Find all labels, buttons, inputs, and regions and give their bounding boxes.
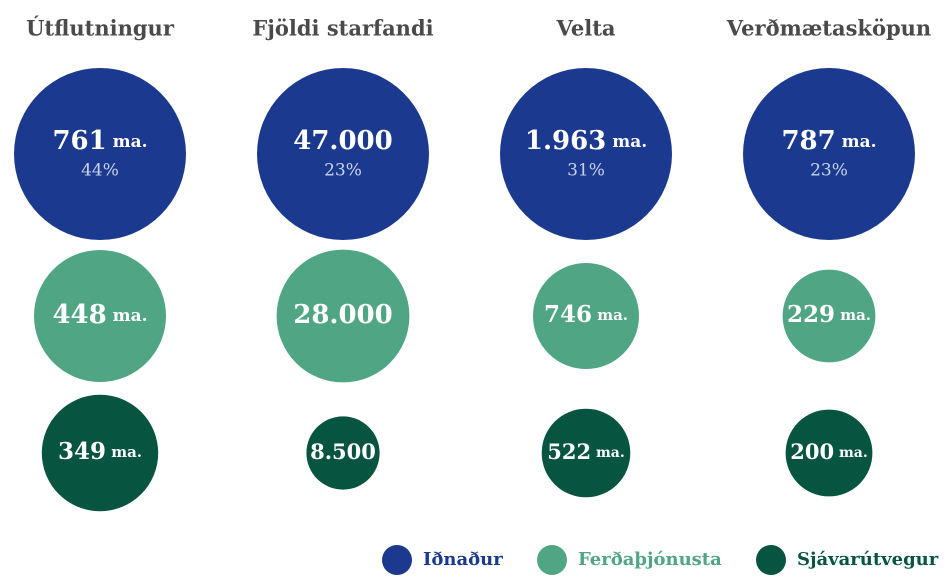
bubble-label-sjavarutvegur-verdmaetaskopun: 200 ma. — [790, 439, 867, 464]
bubble-label-sjavarutvegur-fjoldi-starfandi: 8.500 — [310, 439, 376, 464]
column-title-velta: Velta — [555, 16, 615, 41]
bubble-label-sjavarutvegur-utflutningur: 349 ma. — [58, 438, 142, 465]
bubble-idnadur-velta — [500, 68, 672, 240]
legend-label-idnadur: Iðnaður — [423, 549, 503, 570]
bubble-sjavarutvegur-velta — [541, 408, 631, 498]
bubble-sjavarutvegur-utflutningur — [41, 394, 159, 512]
legend-marker-idnadur — [382, 545, 412, 575]
bubble-idnadur-verdmaetaskopun — [743, 68, 915, 240]
legend-label-sjavarutvegur: Sjávarútvegur — [797, 549, 939, 570]
bubble-label-ferdathjonusta-velta: 746 ma. — [544, 301, 628, 328]
bubble-ferdathjonusta-utflutningur — [34, 250, 166, 382]
legend-marker-ferdathjonusta — [537, 545, 567, 575]
legend: Iðnaður Ferðaþjónusta Sjávarútvegur — [382, 545, 939, 575]
column-title-utflutningur: Útflutningur — [26, 16, 175, 41]
bubble-label-idnadur-utflutningur: 761 ma. — [52, 126, 147, 156]
bubbles: 761 ma. 44% 448 ma. 349 ma. 47.000 23% 28.000 8… — [14, 68, 915, 512]
bubble-sjavarutvegur-fjoldi-starfandi — [306, 416, 380, 490]
bubble-label-ferdathjonusta-verdmaetaskopun: 229 ma. — [787, 301, 871, 328]
bubble-label-idnadur-fjoldi-starfandi: 47.000 — [293, 126, 393, 156]
bubble-label-ferdathjonusta-utflutningur: 448 ma. — [52, 300, 147, 330]
bubble-share-idnadur-utflutningur: 44% — [81, 161, 119, 181]
bubble-share-idnadur-fjoldi-starfandi: 23% — [324, 161, 362, 181]
bubble-idnadur-utflutningur — [14, 68, 186, 240]
bubble-sjavarutvegur-verdmaetaskopun — [785, 409, 873, 497]
bubble-label-idnadur-velta: 1.963 ma. — [525, 126, 647, 156]
legend-label-ferdathjonusta: Ferðaþjónusta — [578, 549, 722, 570]
bubble-share-idnadur-verdmaetaskopun: 23% — [810, 161, 848, 181]
bubble-ferdathjonusta-fjoldi-starfandi — [276, 249, 410, 383]
column-titles: Útflutningur Fjöldi starfandi Velta Verðmæt… — [26, 16, 931, 41]
legend-marker-sjavarutvegur — [756, 545, 786, 575]
bubble-label-idnadur-verdmaetaskopun: 787 ma. — [781, 126, 876, 156]
bubble-ferdathjonusta-verdmaetaskopun — [782, 269, 876, 363]
column-title-verdmaetaskopun: Verðmætasköpun — [726, 16, 931, 41]
bubble-idnadur-fjoldi-starfandi — [257, 68, 429, 240]
bubble-share-idnadur-velta: 31% — [567, 161, 605, 181]
bubble-ferdathjonusta-velta — [533, 263, 639, 369]
column-title-fjoldi-starfandi: Fjöldi starfandi — [252, 16, 433, 41]
bubble-label-sjavarutvegur-velta: 522 ma. — [547, 439, 624, 464]
bubble-label-ferdathjonusta-fjoldi-starfandi: 28.000 — [293, 300, 393, 330]
